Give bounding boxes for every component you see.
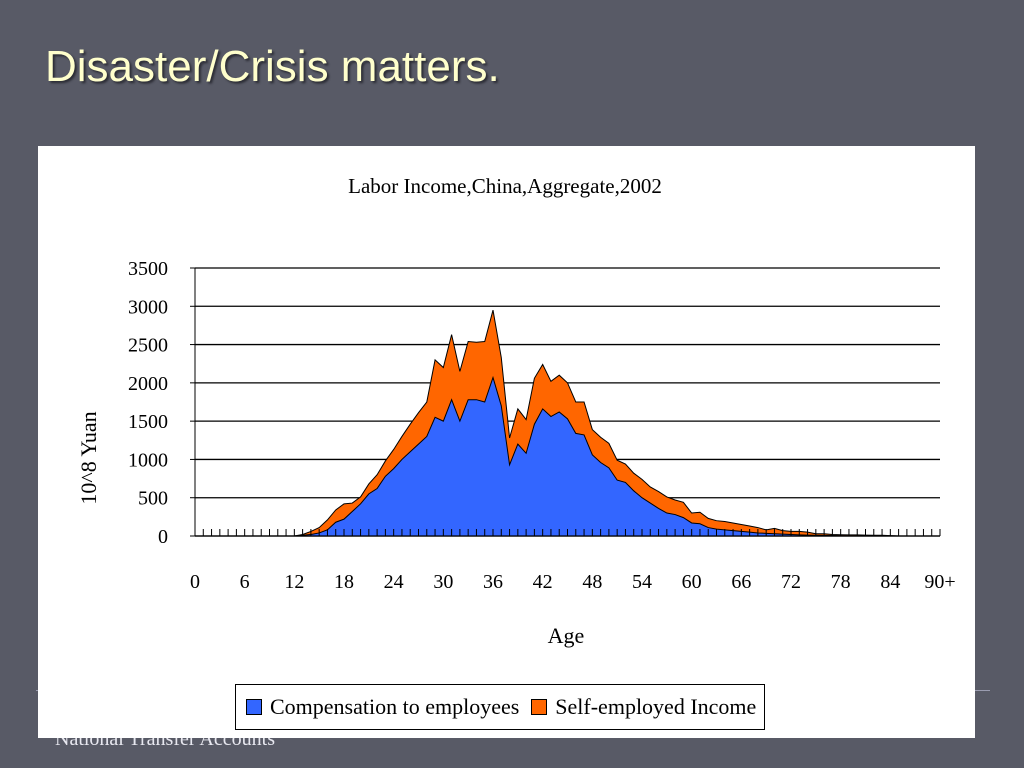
y-tick-label: 3000 xyxy=(128,296,168,318)
x-tick-label: 24 xyxy=(384,571,404,593)
chart-legend: Compensation to employees Self-employed … xyxy=(235,684,766,730)
labor-income-chart: Labor Income,China,Aggregate,2002 0 500 10… xyxy=(76,174,956,648)
y-tick-label: 2000 xyxy=(128,373,168,395)
x-tick-label: 78 xyxy=(831,571,851,593)
x-tick-label: 18 xyxy=(334,571,354,593)
legend-swatch-self-employed xyxy=(531,699,548,715)
y-tick-label: 0 xyxy=(158,526,168,548)
chart-panel: Labor Income,China,Aggregate,2002 0 500 10… xyxy=(38,146,975,738)
y-axis-label: 10^8 Yuan xyxy=(76,411,101,504)
y-tick-label: 3500 xyxy=(128,258,168,280)
legend-label-compensation: Compensation to employees xyxy=(270,694,520,719)
y-tick-label: 500 xyxy=(138,488,168,510)
legend-swatch-compensation xyxy=(246,699,262,715)
x-tick-label: 54 xyxy=(632,571,652,593)
x-tick-label: 12 xyxy=(284,571,304,593)
x-tick-label: 6 xyxy=(240,571,250,593)
x-tick-label: 30 xyxy=(433,571,453,593)
x-axis-label: Age xyxy=(548,623,585,648)
x-tick-label: 0 xyxy=(190,571,200,593)
y-tick-label: 1500 xyxy=(128,411,168,433)
legend-item-compensation: Compensation to employees xyxy=(246,694,519,720)
y-tick-label: 2500 xyxy=(128,335,168,357)
legend-item-self-employed: Self-employed Income xyxy=(531,694,756,720)
x-tick-label: 48 xyxy=(582,571,602,593)
x-tick-label: 60 xyxy=(682,571,702,593)
chart-title: Labor Income,China,Aggregate,2002 xyxy=(348,174,662,198)
x-tick-label: 72 xyxy=(781,571,801,593)
x-tick-label: 42 xyxy=(533,571,553,593)
slide-title: Disaster/Crisis matters. xyxy=(45,42,500,91)
x-tick-label: 36 xyxy=(483,571,503,593)
legend-label-self-employed: Self-employed Income xyxy=(555,694,757,719)
y-tick-label: 1000 xyxy=(128,449,168,471)
x-tick-label: 84 xyxy=(880,571,900,593)
x-tick-label: 90+ xyxy=(924,571,955,593)
x-tick-label: 66 xyxy=(731,571,751,593)
